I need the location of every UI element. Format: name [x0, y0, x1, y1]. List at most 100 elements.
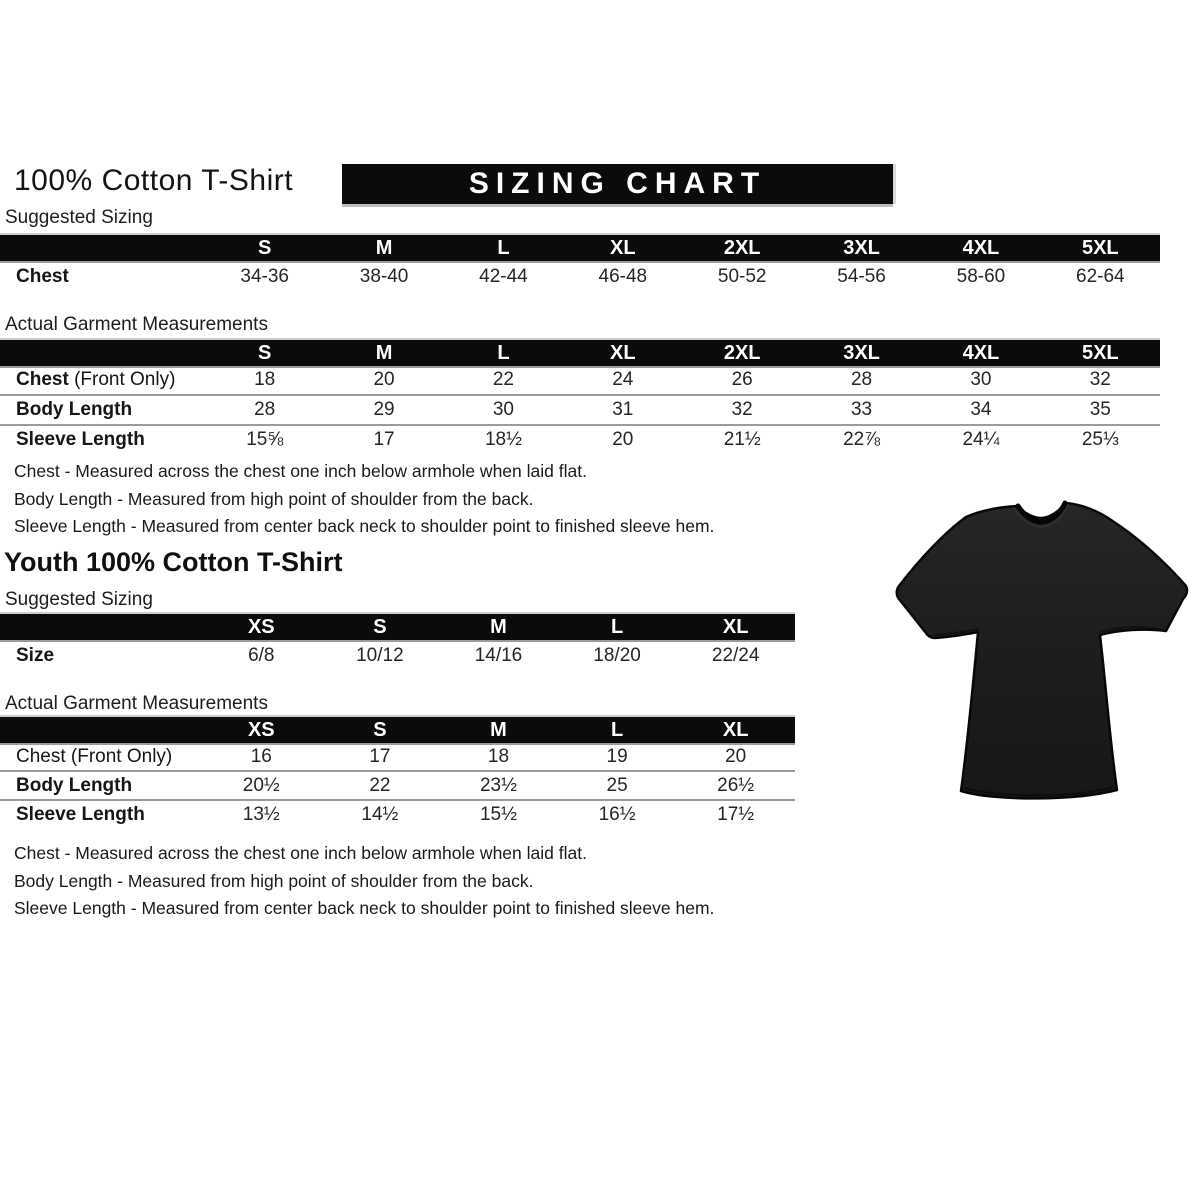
adult-measurement-notes: Chest - Measured across the chest one in…: [14, 458, 714, 541]
sizing-chart-banner: SIZING CHART: [342, 164, 893, 204]
cell-value: 16½: [598, 803, 636, 825]
adult-suggested-header-row: S M L XL 2XL 3XL 4XL 5XL: [0, 233, 1160, 261]
row-label: Sleeve Length: [16, 803, 145, 825]
cell-value: 21½: [723, 429, 761, 450]
youth-actual-header-row: XS S M L XL: [0, 715, 795, 743]
cell-value: 58-60: [956, 266, 1006, 287]
cell-value: 50-52: [717, 266, 767, 287]
cell-value: 29: [373, 399, 395, 420]
cell-value: 30: [492, 399, 514, 420]
cell-value: 31: [612, 399, 634, 420]
row-label: Chest (Front Only): [0, 746, 202, 768]
cell-value: 18½: [484, 429, 522, 450]
cell-value: 28: [254, 399, 276, 420]
youth-suggested-header-row: XS S M L XL: [0, 612, 795, 640]
cell-value: 22/24: [711, 644, 760, 666]
cell-value: 20: [373, 369, 395, 390]
row-label-rest: Chest (Front Only): [16, 745, 173, 767]
adult-actual-table: S M L XL 2XL 3XL 4XL 5XL Chest (Front On…: [0, 338, 1160, 454]
cell-value: 24¼: [962, 429, 1000, 450]
column-header: 4XL: [962, 341, 1000, 364]
column-header: XL: [722, 718, 749, 741]
note-line: Chest - Measured across the chest one in…: [14, 843, 587, 863]
row-label-rest: (Front Only): [68, 369, 176, 390]
table-row: Chest 34-36 38-40 42-44 46-48 50-52 54-5…: [0, 261, 1160, 293]
row-label: Size: [16, 644, 55, 666]
row-label-bold: Chest: [16, 369, 69, 390]
column-header: M: [490, 718, 507, 741]
cell-value: 35: [1089, 399, 1111, 420]
column-header: M: [375, 341, 393, 364]
cell-value: 20: [612, 429, 634, 450]
cell-value: 13½: [242, 803, 280, 825]
column-header: L: [610, 718, 624, 741]
cell-value: 18: [254, 369, 276, 390]
cell-value: 20: [725, 745, 747, 767]
column-header: L: [497, 341, 510, 364]
cell-value: 19: [606, 745, 628, 767]
youth-actual-table: XS S M L XL Chest (Front Only) 16 17 18 …: [0, 715, 795, 828]
cell-value: 38-40: [359, 266, 409, 287]
column-header: S: [258, 236, 272, 259]
cell-value: 34: [970, 399, 992, 420]
column-header: L: [610, 615, 624, 638]
youth-suggested-table: XS S M L XL Size 6/8 10/12 14/16 18/20 2…: [0, 612, 795, 671]
cell-value: 32: [1089, 369, 1111, 390]
table-row: Chest (Front Only) 18 20 22 24 26 28 30 …: [0, 366, 1160, 394]
youth-suggested-label: Suggested Sizing: [5, 589, 153, 610]
column-header: 2XL: [723, 341, 761, 364]
youth-actual-label: Actual Garment Measurements: [5, 693, 268, 714]
table-row: Size 6/8 10/12 14/16 18/20 22/24: [0, 640, 795, 671]
column-header: XL: [610, 341, 636, 364]
table-row: Sleeve Length 15⅝ 17 18½ 20 21½ 22⅞ 24¼ …: [0, 424, 1160, 454]
adult-title: 100% Cotton T-Shirt: [14, 164, 294, 197]
column-header: XS: [247, 615, 275, 638]
cell-value: 30: [970, 369, 992, 390]
note-line: Body Length - Measured from high point o…: [14, 488, 534, 509]
cell-value: 17: [373, 429, 395, 450]
cell-value: 24: [612, 369, 634, 390]
cell-value: 22: [369, 774, 391, 796]
cell-value: 32: [731, 399, 753, 420]
cell-value: 28: [850, 369, 873, 390]
note-line: Sleeve Length - Measured from center bac…: [14, 898, 715, 918]
youth-title: Youth 100% Cotton T-Shirt: [4, 547, 343, 577]
column-header: L: [497, 236, 510, 259]
table-row: Body Length 28 29 30 31 32 33 34 35: [0, 394, 1160, 424]
cell-value: 22⅞: [843, 429, 881, 450]
cell-value: 14½: [361, 803, 399, 825]
cell-value: 17½: [717, 803, 755, 825]
black-tshirt-illustration: [895, 500, 1189, 800]
row-label: Sleeve Length: [16, 429, 145, 450]
cell-value: 22: [492, 369, 514, 390]
cell-value: 6/8: [248, 644, 275, 666]
cell-value: 25: [606, 774, 628, 796]
row-label: Body Length: [16, 774, 133, 796]
cell-value: 20½: [242, 774, 280, 796]
column-header: 3XL: [843, 236, 880, 259]
table-row: Sleeve Length 13½ 14½ 15½ 16½ 17½: [0, 799, 795, 828]
cell-value: 34-36: [240, 266, 289, 287]
note-line: Chest - Measured across the chest one in…: [14, 461, 587, 481]
cell-value: 15⅝: [246, 429, 284, 450]
table-row: Chest (Front Only) 16 17 18 19 20: [0, 743, 795, 770]
cell-value: 17: [369, 745, 391, 767]
note-line: Sleeve Length - Measured from center bac…: [14, 516, 715, 536]
column-header: XL: [722, 615, 749, 638]
column-header: 2XL: [723, 236, 761, 259]
cell-value: 18/20: [593, 644, 641, 666]
row-label: Chest (Front Only): [0, 369, 205, 391]
note-line: Body Length - Measured from high point o…: [14, 870, 534, 891]
youth-measurement-notes: Chest - Measured across the chest one in…: [14, 840, 714, 923]
cell-value: 33: [850, 399, 873, 420]
cell-value: 16: [250, 745, 272, 767]
adult-actual-label: Actual Garment Measurements: [5, 314, 268, 335]
column-header: XS: [247, 718, 275, 741]
cell-value: 23½: [479, 774, 517, 796]
cell-value: 46-48: [598, 266, 648, 287]
row-label: Chest: [16, 266, 69, 287]
cell-value: 26½: [717, 774, 755, 796]
adult-suggested-label: Suggested Sizing: [5, 207, 153, 228]
column-header: 4XL: [962, 236, 1000, 259]
column-header: 3XL: [843, 341, 880, 364]
